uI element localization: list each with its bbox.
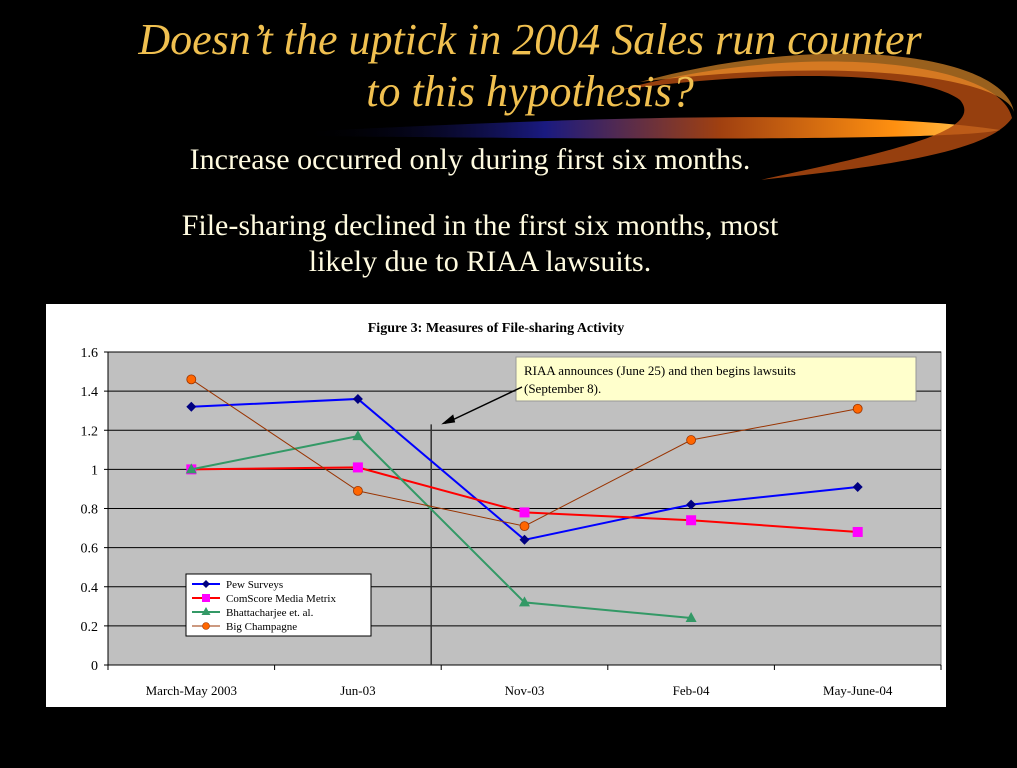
annotation-box: [515, 356, 917, 402]
y-tick-label: 0.2: [81, 620, 99, 635]
bullet-text-2: File-sharing declined in the first six m…: [60, 208, 900, 280]
slide-title: Doesn’t the uptick in 2004 Sales run cou…: [60, 14, 1000, 118]
y-tick-label: 1.6: [81, 346, 99, 361]
data-point-3: [686, 435, 696, 445]
title-line-1: Doesn’t the uptick in 2004 Sales run cou…: [138, 15, 922, 64]
legend-label-2: Bhattacharjee et. al.: [226, 607, 314, 619]
data-point-0: [352, 393, 363, 404]
decorative-swoosh: [300, 53, 1014, 180]
x-tick-label: Nov-03: [505, 683, 545, 698]
x-tick-label: Feb-04: [673, 683, 710, 698]
y-tick-label: 0.4: [81, 581, 99, 596]
y-tick-label: 0.8: [81, 503, 99, 518]
bullet-2-line-1: File-sharing declined in the first six m…: [181, 209, 779, 242]
data-point-0: [686, 499, 697, 510]
data-point-3: [186, 374, 197, 385]
y-tick-label: 1: [91, 463, 98, 478]
series-line-2: [191, 435, 692, 620]
data-point-2: [185, 463, 197, 474]
legend-label-3: Big Champagne: [226, 621, 297, 633]
line-chart: Figure 3: Measures of File-sharing Activ…: [81, 321, 942, 698]
x-tick-label: May-June-04: [823, 683, 893, 698]
data-point-2: [685, 612, 697, 623]
title-line-2: to this hypothesis?: [366, 67, 694, 116]
data-point-2: [519, 596, 530, 607]
x-tick-label: Jun-03: [340, 683, 375, 698]
bullet-text-1: Increase occurred only during first six …: [189, 143, 751, 176]
legend-label-0: Pew Surveys: [226, 579, 283, 591]
legend-marker-2: [201, 607, 211, 615]
data-point-2: [352, 430, 364, 441]
legend-label-1: ComScore Media Metrix: [226, 593, 336, 605]
data-point-0: [186, 401, 197, 412]
data-point-3: [852, 403, 863, 414]
x-tick-label: March-May 2003: [146, 683, 237, 698]
y-tick-label: 1.4: [81, 385, 99, 400]
chart-title: Figure 3: Measures of File-sharing Activ…: [368, 321, 625, 336]
y-tick-label: 0.6: [81, 542, 99, 557]
data-point-1: [352, 462, 363, 473]
data-point-1: [519, 507, 530, 518]
legend-marker-1: [202, 594, 210, 602]
annotation-text-line-1: RIAA announces (June 25) and then begins…: [524, 363, 796, 378]
data-point-1: [852, 526, 863, 537]
legend-marker-0: [202, 580, 210, 588]
annotation-arrow-line: [444, 386, 523, 425]
bullet-2-line-2: likely due to RIAA lawsuits.: [308, 245, 652, 278]
chart-panel: Figure 3: Measures of File-sharing Activ…: [46, 304, 946, 707]
data-point-0: [852, 481, 863, 492]
data-point-3: [352, 485, 363, 496]
y-tick-label: 0: [91, 659, 98, 674]
data-point-0: [519, 534, 530, 545]
annotation-arrow-head: [441, 414, 456, 425]
annotation-text-line-2: (September 8).: [524, 381, 601, 396]
legend-marker-3: [202, 622, 210, 630]
data-point-1: [686, 515, 697, 526]
data-point-3: [519, 521, 530, 532]
y-tick-label: 1.2: [81, 424, 99, 439]
